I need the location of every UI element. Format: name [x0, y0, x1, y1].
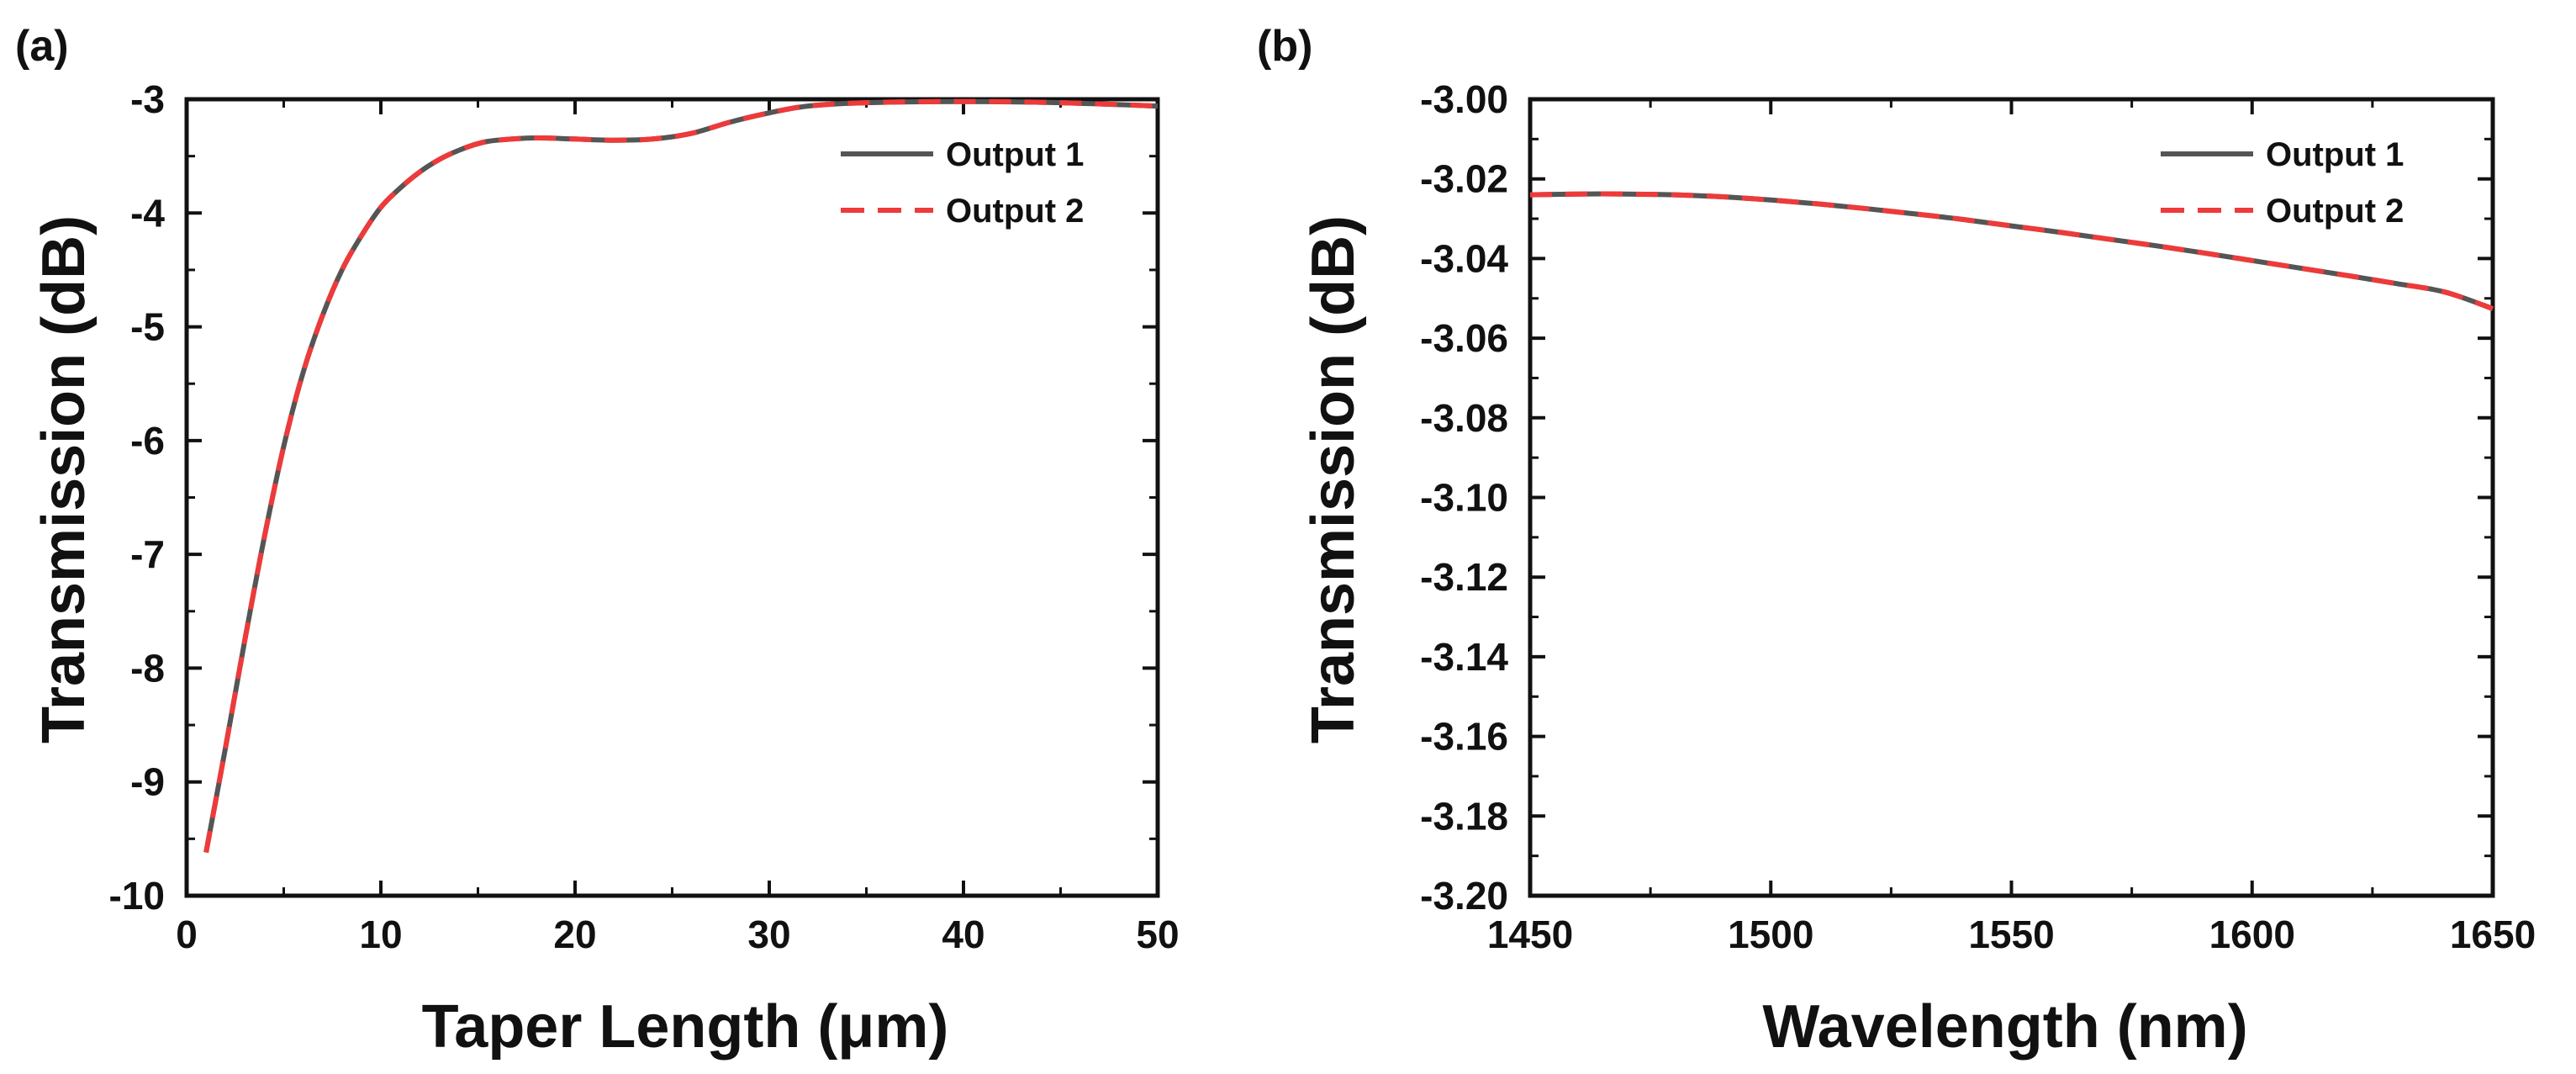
panel-a-legend-label-output-1: Output 1 — [946, 136, 1084, 173]
panel-b-y-tick-label: -3.04 — [1420, 236, 1508, 280]
panel-a-legend: Output 1 Output 2 — [841, 136, 1084, 230]
panel-b-y-tick-label: -3.14 — [1420, 635, 1508, 679]
panel-b-y-tick-label: -3.08 — [1420, 396, 1508, 440]
panel-b-y-tick-label: -3.06 — [1420, 316, 1508, 360]
panel-b-x-axis-title: Wavelength (nm) — [1762, 993, 2247, 1061]
panel-a-x-tick-label: 20 — [553, 913, 596, 956]
panel-a-x-tick-label: 10 — [359, 913, 402, 956]
panel-b-x-tick-label: 1550 — [1968, 913, 2054, 956]
panel-a-x-tick-label: 30 — [747, 913, 790, 956]
panel-a-label: (a) — [15, 22, 69, 71]
panel-a-y-tick-label: -3 — [130, 77, 165, 121]
panel-a-y-tick-label: -6 — [130, 419, 165, 463]
panel-a-y-tick-label: -5 — [130, 305, 165, 349]
panel-b-y-tick-label: -3.00 — [1420, 77, 1508, 121]
panel-b-label: (b) — [1257, 22, 1312, 71]
panel-a-y-axis-title: Transmission (dB) — [30, 215, 98, 743]
panel-b-y-axis-title: Transmission (dB) — [1300, 215, 1367, 743]
panel-a-series-output-1 — [203, 98, 1159, 854]
panel-a-x-tick-label: 0 — [176, 913, 198, 956]
panel-b-series-output-2 — [1529, 191, 2494, 311]
panel-b-plot-area: 1450 1500 1550 1600 1650 -3.20 -3.18 -3.16 -3.14… — [1420, 77, 2536, 956]
panel-b-x-tick-label: 1650 — [2450, 913, 2536, 956]
panel-b-x-tick-label: 1600 — [2209, 913, 2295, 956]
panel-a-y-tick-label: -8 — [130, 646, 165, 690]
panel-a-plot-area: 0 10 20 30 40 50 -10 -9 -8 -7 -6 -5 -4 -3 — [109, 77, 1180, 956]
panel-b-legend: Output 1 Output 2 — [2161, 136, 2404, 230]
panel-b-y-tick-label: -3.02 — [1420, 157, 1508, 201]
panel-a-y-tick-label: -10 — [109, 874, 165, 918]
panel-b-y-tick-label: -3.10 — [1420, 476, 1508, 520]
panel-b-y-tick-label: -3.18 — [1420, 794, 1508, 838]
panel-b-y-tick-label: -3.20 — [1420, 874, 1508, 918]
panel-a-x-tick-label: 40 — [942, 913, 984, 956]
panel-a-x-tick-label: 50 — [1136, 913, 1179, 956]
panel-b-legend-label-output-2: Output 2 — [2266, 193, 2404, 230]
panel-b-legend-label-output-1: Output 1 — [2266, 136, 2404, 173]
panel-a-y-tick-label: -4 — [130, 191, 165, 235]
panel-b-y-tick-label: -3.12 — [1420, 555, 1508, 599]
panel-a: (a) 0 10 20 30 40 50 -10 -9 -8 -7 -6 -5 -4 -3 Taper L… — [15, 22, 1180, 1061]
panel-b: (b) 1450 1500 1550 1600 1650 -3.20 -3.18 -3.16 -… — [1257, 22, 2536, 1061]
panel-a-y-tick-label: -7 — [130, 532, 165, 576]
panel-b-y-tick-label: -3.16 — [1420, 715, 1508, 759]
panel-b-x-tick-label: 1450 — [1487, 913, 1573, 956]
panel-b-x-tick-label: 1500 — [1728, 913, 1813, 956]
panel-a-legend-label-output-2: Output 2 — [946, 193, 1084, 230]
panel-a-x-axis-title: Taper Length (μm) — [422, 993, 949, 1061]
panel-a-y-tick-label: -9 — [130, 760, 165, 804]
